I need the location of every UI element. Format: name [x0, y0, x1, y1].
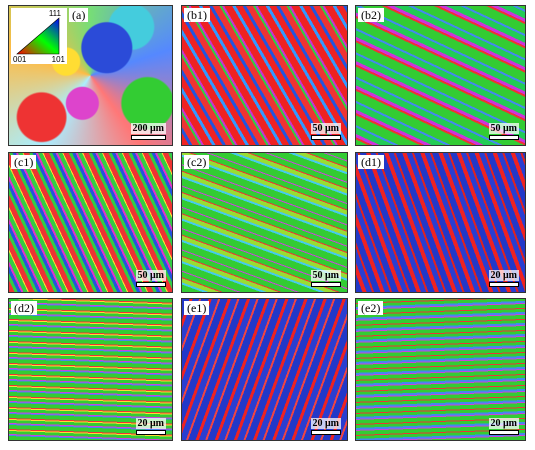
- panel-label: (b1): [184, 8, 210, 22]
- panel-label: (b2): [358, 8, 384, 22]
- scale-text: 50 μm: [135, 270, 166, 281]
- scale-bar: 20 μm: [135, 418, 166, 435]
- ipf-label: 101: [52, 55, 66, 64]
- ebsd-map: 111 001 101 (a) 200 μm: [8, 5, 173, 146]
- panel-label: (a): [69, 8, 89, 22]
- ipf-label: 111: [49, 9, 62, 18]
- scale-text: 20 μm: [310, 418, 341, 429]
- ebsd-map: (e1) 20 μm: [181, 298, 348, 441]
- ebsd-map: (c2) 50 μm: [181, 152, 348, 293]
- panel-label: (d2): [11, 301, 37, 315]
- scale-text: 20 μm: [135, 418, 166, 429]
- scale-bar: 50 μm: [135, 270, 166, 287]
- ebsd-map: (d1) 20 μm: [355, 152, 526, 293]
- scale-bar: 50 μm: [310, 123, 341, 140]
- ebsd-map: (c1) 50 μm: [8, 152, 173, 293]
- scale-bar: 200 μm: [130, 123, 166, 140]
- ebsd-map: (e2) 20 μm: [355, 298, 526, 441]
- scale-bar: 20 μm: [488, 270, 519, 287]
- ebsd-map: (b2) 50 μm: [355, 5, 526, 146]
- ipf-legend: 111 001 101: [11, 8, 67, 64]
- scale-bar: 50 μm: [488, 123, 519, 140]
- panel-label: (c2): [184, 155, 210, 169]
- scale-bar: 20 μm: [488, 418, 519, 435]
- ebsd-map: (b1) 50 μm: [181, 5, 348, 146]
- scale-bar: 50 μm: [310, 270, 341, 287]
- scale-text: 200 μm: [130, 123, 166, 134]
- panel-label: (e2): [358, 301, 384, 315]
- ipf-label: 001: [13, 55, 27, 64]
- panel-label: (d1): [358, 155, 384, 169]
- scale-text: 50 μm: [310, 270, 341, 281]
- scale-text: 50 μm: [488, 123, 519, 134]
- scale-bar: 20 μm: [310, 418, 341, 435]
- scale-text: 50 μm: [310, 123, 341, 134]
- panel-label: (c1): [11, 155, 37, 169]
- ebsd-map: (d2) 20 μm: [8, 298, 173, 441]
- scale-text: 20 μm: [488, 418, 519, 429]
- scale-text: 20 μm: [488, 270, 519, 281]
- panel-label: (e1): [184, 301, 210, 315]
